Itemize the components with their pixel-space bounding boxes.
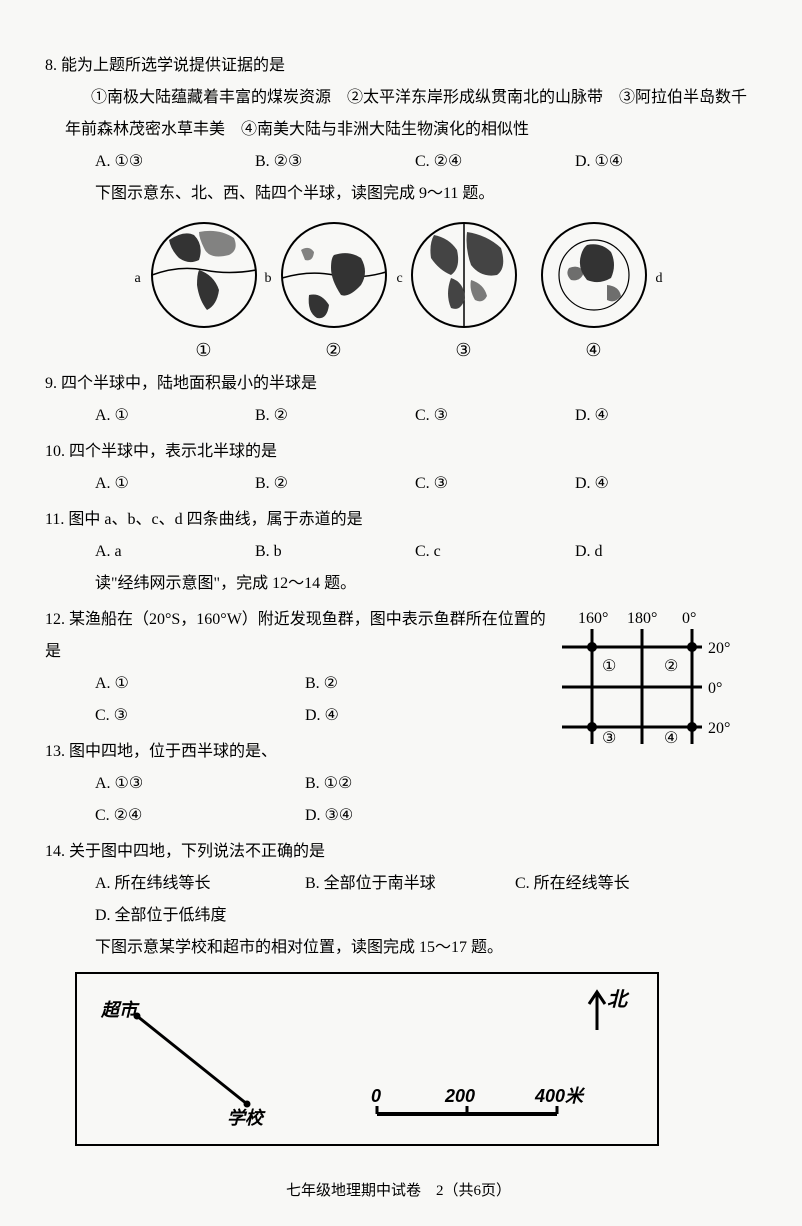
q-number: 12. xyxy=(45,611,65,628)
options: A. ① B. ② C. ③ D. ④ xyxy=(45,400,752,432)
lon-label-2: 180° xyxy=(627,610,657,627)
option-d: D. 全部位于低纬度 xyxy=(95,900,305,932)
statements: ①南极大陆蕴藏着丰富的煤炭资源 ②太平洋东岸形成纵贯南北的山脉带 ③阿拉伯半岛数… xyxy=(45,82,752,146)
curve-label-a: a xyxy=(135,265,141,293)
q-text: 四个半球中，表示北半球的是 xyxy=(69,443,277,460)
q-number: 13. xyxy=(45,743,65,760)
globe-2: b ② xyxy=(279,220,389,368)
north-label: 北 xyxy=(607,989,630,1011)
options: A. ① B. ② C. ③ D. ④ xyxy=(45,668,552,732)
option-b: B. ①② xyxy=(305,768,515,800)
globe-svg-2 xyxy=(279,220,389,330)
globe-4: d ④ xyxy=(539,220,649,368)
grid-svg: 160° 180° 0° 20° 0° 20° ① ② ③ ④ xyxy=(552,609,742,759)
options: A. ①③ B. ②③ C. ②④ D. ①④ xyxy=(45,146,752,178)
question-14: 14. 关于图中四地，下列说法不正确的是 A. 所在纬线等长 B. 全部位于南半… xyxy=(45,836,752,964)
grid-section: 12. 某渔船在（20°S，160°W）附近发现鱼群，图中表示鱼群所在位置的是 … xyxy=(45,604,752,836)
option-b: B. ② xyxy=(305,668,515,700)
option-a: A. ①③ xyxy=(95,768,305,800)
option-a: A. ①③ xyxy=(95,146,255,178)
question-11: 11. 图中 a、b、c、d 四条曲线，属于赤道的是 A. a B. b C. … xyxy=(45,504,752,600)
figure-intro: 下图示意某学校和超市的相对位置，读图完成 15～17 题。 xyxy=(45,932,752,964)
option-c: C. ②④ xyxy=(415,146,575,178)
lon-label-3: 0° xyxy=(682,610,696,627)
option-c: C. 所在经线等长 xyxy=(515,868,725,900)
q-text: 四个半球中，陆地面积最小的半球是 xyxy=(61,375,317,392)
globe-num-4: ④ xyxy=(585,332,601,368)
question-12: 12. 某渔船在（20°S，160°W）附近发现鱼群，图中表示鱼群所在位置的是 … xyxy=(45,604,552,732)
q-text: 某渔船在（20°S，160°W）附近发现鱼群，图中表示鱼群所在位置的是 xyxy=(45,611,546,660)
q-text: 关于图中四地，下列说法不正确的是 xyxy=(69,843,325,860)
curve-label-b: b xyxy=(265,265,272,293)
lat-label-2: 0° xyxy=(708,680,722,697)
question-10: 10. 四个半球中，表示北半球的是 A. ① B. ② C. ③ D. ④ xyxy=(45,436,752,500)
options: A. a B. b C. c D. d xyxy=(45,536,752,568)
globe-svg-4 xyxy=(539,220,649,330)
option-c: C. ③ xyxy=(415,400,575,432)
globe-num-1: ① xyxy=(195,332,211,368)
globe-1: a ① xyxy=(149,220,259,368)
globe-svg-3 xyxy=(409,220,519,330)
option-b: B. b xyxy=(255,536,415,568)
scale-200: 200 xyxy=(444,1086,475,1106)
option-d: D. ③④ xyxy=(305,800,515,832)
option-a: A. a xyxy=(95,536,255,568)
option-b: B. ② xyxy=(255,468,415,500)
hemispheres-figure: a ① b ② c xyxy=(45,220,752,368)
figure-intro: 下图示意东、北、西、陆四个半球，读图完成 9～11 题。 xyxy=(45,178,752,210)
globe-svg-1 xyxy=(149,220,259,330)
q-number: 10. xyxy=(45,443,65,460)
question-8: 8. 能为上题所选学说提供证据的是 ①南极大陆蕴藏着丰富的煤炭资源 ②太平洋东岸… xyxy=(45,50,752,210)
option-b: B. ② xyxy=(255,400,415,432)
option-b: B. ②③ xyxy=(255,146,415,178)
page-footer: 七年级地理期中试卷 2（共6页） xyxy=(45,1176,752,1206)
q-number: 9. xyxy=(45,375,57,392)
globe-num-3: ③ xyxy=(455,332,471,368)
q-number: 11. xyxy=(45,511,64,528)
option-c: C. ③ xyxy=(95,700,305,732)
options: A. 所在纬线等长 B. 全部位于南半球 C. 所在经线等长 D. 全部位于低纬… xyxy=(45,868,752,932)
question-9: 9. 四个半球中，陆地面积最小的半球是 A. ① B. ② C. ③ D. ④ xyxy=(45,368,752,432)
school-market-map: 超市 学校 北 0 200 400米 xyxy=(75,972,659,1146)
option-d: D. ④ xyxy=(305,700,515,732)
option-a: A. ① xyxy=(95,400,255,432)
figure-intro: 读"经纬网示意图"，完成 12～14 题。 xyxy=(45,568,752,600)
option-d: D. ④ xyxy=(575,400,735,432)
option-c: C. c xyxy=(415,536,575,568)
option-a: A. ① xyxy=(95,668,305,700)
lat-label-3: 20° xyxy=(708,720,730,737)
q-text: 能为上题所选学说提供证据的是 xyxy=(61,57,285,74)
q-text: 图中四地，位于西半球的是、 xyxy=(69,743,277,760)
option-d: D. ④ xyxy=(575,468,735,500)
option-d: D. d xyxy=(575,536,735,568)
point-4: ④ xyxy=(664,730,678,747)
option-a: A. 所在纬线等长 xyxy=(95,868,305,900)
curve-label-d: d xyxy=(656,265,663,293)
q-number: 14. xyxy=(45,843,65,860)
option-a: A. ① xyxy=(95,468,255,500)
point-1: ① xyxy=(602,658,616,675)
map-svg: 北 0 200 400米 xyxy=(77,974,657,1144)
q-number: 8. xyxy=(45,57,57,74)
lon-label-1: 160° xyxy=(578,610,608,627)
option-c: C. ③ xyxy=(415,468,575,500)
options: A. ① B. ② C. ③ D. ④ xyxy=(45,468,752,500)
point-2: ② xyxy=(664,658,678,675)
option-b: B. 全部位于南半球 xyxy=(305,868,515,900)
scale-0: 0 xyxy=(371,1086,381,1106)
option-c: C. ②④ xyxy=(95,800,305,832)
options: A. ①③ B. ①② C. ②④ D. ③④ xyxy=(45,768,552,832)
option-d: D. ①④ xyxy=(575,146,735,178)
globe-3: c ③ xyxy=(409,220,519,368)
q-text: 图中 a、b、c、d 四条曲线，属于赤道的是 xyxy=(68,511,362,528)
curve-label-c: c xyxy=(397,265,403,293)
globe-num-2: ② xyxy=(325,332,341,368)
point-3: ③ xyxy=(602,730,616,747)
scale-400: 400米 xyxy=(534,1086,586,1106)
lat-label-1: 20° xyxy=(708,640,730,657)
question-13: 13. 图中四地，位于西半球的是、 A. ①③ B. ①② C. ②④ D. ③… xyxy=(45,736,552,832)
lat-lon-grid: 160° 180° 0° 20° 0° 20° ① ② ③ ④ xyxy=(552,604,752,836)
